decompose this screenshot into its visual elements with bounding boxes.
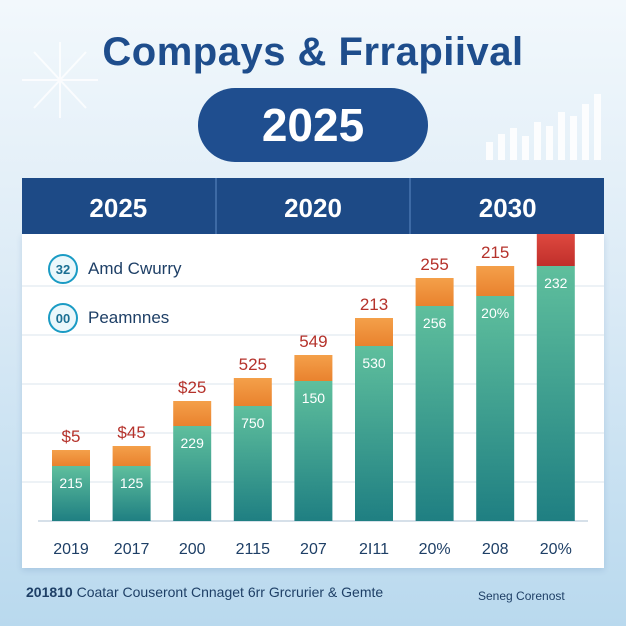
chart-panel: 32 Amd Cwurry 00 Peamnnes 215 $5 2019 125 $4… (22, 234, 604, 568)
bar-top-label: $45 (117, 423, 145, 442)
year-header-band: 2025 2020 2030 (22, 178, 604, 234)
bar-top-label: 215 (481, 243, 509, 262)
bar-top-label: 255 (420, 255, 448, 274)
page-title: Compays & Frrapiival (102, 30, 524, 74)
x-tick-label: 2115 (236, 541, 271, 558)
bar: 215 $5 2019 (52, 427, 90, 558)
bar-base-segment (536, 266, 575, 521)
bar: 229 $25 200 (173, 378, 212, 558)
legend-badge: 32 (48, 254, 78, 284)
bar-top-label: 525 (239, 355, 267, 374)
bar-cap-segment (233, 378, 272, 406)
footer-year: 201810 (26, 584, 73, 600)
bar-top-label: 549 (299, 332, 327, 351)
bar-chart: 215 $5 2019 125 $45 2017 229 $25 200 750 525 2115 15… (22, 234, 604, 558)
year-badge: 2025 (198, 88, 428, 162)
legend-badge: 00 (48, 303, 78, 333)
bar-cap-segment (294, 355, 333, 381)
header-year-1: 2025 (22, 178, 217, 234)
bar: 530 213 2I11 (355, 295, 393, 558)
bar: 750 525 2115 (233, 355, 272, 558)
footer-source: Seneg Corenost (478, 589, 565, 603)
x-tick-label: 20% (419, 541, 451, 558)
x-tick-label: 20% (540, 541, 572, 558)
bar-base-segment (173, 426, 212, 521)
x-tick-label: 2019 (53, 541, 89, 558)
bar: 125 $45 2017 (112, 423, 151, 558)
bar-cap-segment (536, 234, 575, 266)
bar-inner-label: 229 (181, 435, 205, 451)
legend-item: 32 Amd Cwurry (48, 254, 182, 284)
bar-top-label: $25 (178, 378, 206, 397)
bar: 256 255 20% (415, 255, 454, 558)
bar: 23219020% (536, 234, 575, 558)
bar: 150 549 207 (294, 332, 333, 558)
bars-group: 215 $5 2019 125 $45 2017 229 $25 200 750 525 2115 15… (52, 234, 575, 558)
bar-base-segment (415, 306, 454, 521)
bar-inner-label: 256 (423, 315, 447, 331)
bar-base-segment (52, 466, 90, 521)
bar-top-label: $5 (62, 427, 81, 446)
x-tick-label: 208 (482, 541, 509, 558)
bar: 20% 215 208 (476, 243, 515, 558)
bar-base-segment (294, 381, 333, 521)
bar-cap-segment (52, 450, 90, 466)
footer-caption: 201810 Coatar Couseront Cnnaget 6rr Grcr… (26, 584, 383, 600)
bar-cap-segment (355, 318, 393, 346)
bar-base-segment (112, 466, 151, 521)
bar-base-segment (355, 346, 393, 521)
legend-label: Peamnnes (88, 308, 170, 327)
bar-cap-segment (112, 446, 151, 466)
bar-cap-segment (415, 278, 454, 306)
legend-label: Amd Cwurry (88, 259, 182, 278)
bar-inner-label: 750 (241, 415, 265, 431)
mini-bars-decoration (486, 94, 601, 160)
bar-cap-segment (173, 401, 212, 426)
bar-inner-label: 215 (59, 475, 83, 491)
x-tick-label: 2017 (114, 541, 150, 558)
bar-inner-label: 530 (362, 355, 386, 371)
legend-item: 00 Peamnnes (48, 303, 169, 333)
x-tick-label: 200 (179, 541, 206, 558)
x-tick-label: 207 (300, 541, 327, 558)
bar-cap-segment (476, 266, 515, 296)
bar-inner-label: 232 (544, 275, 568, 291)
bar-top-label: 213 (360, 295, 388, 314)
header-year-3: 2030 (478, 193, 537, 223)
bar-base-segment (476, 296, 515, 521)
bar-inner-label: 20% (481, 305, 509, 321)
bar-inner-label: 150 (302, 390, 326, 406)
bar-inner-label: 125 (120, 475, 144, 491)
footer-text: Coatar Couseront Cnnaget 6rr Grcrurier &… (76, 584, 384, 600)
x-tick-label: 2I11 (359, 541, 389, 558)
header-year-2: 2020 (217, 178, 412, 234)
bar-base-segment (233, 406, 272, 521)
sunburst-decoration (22, 42, 98, 118)
